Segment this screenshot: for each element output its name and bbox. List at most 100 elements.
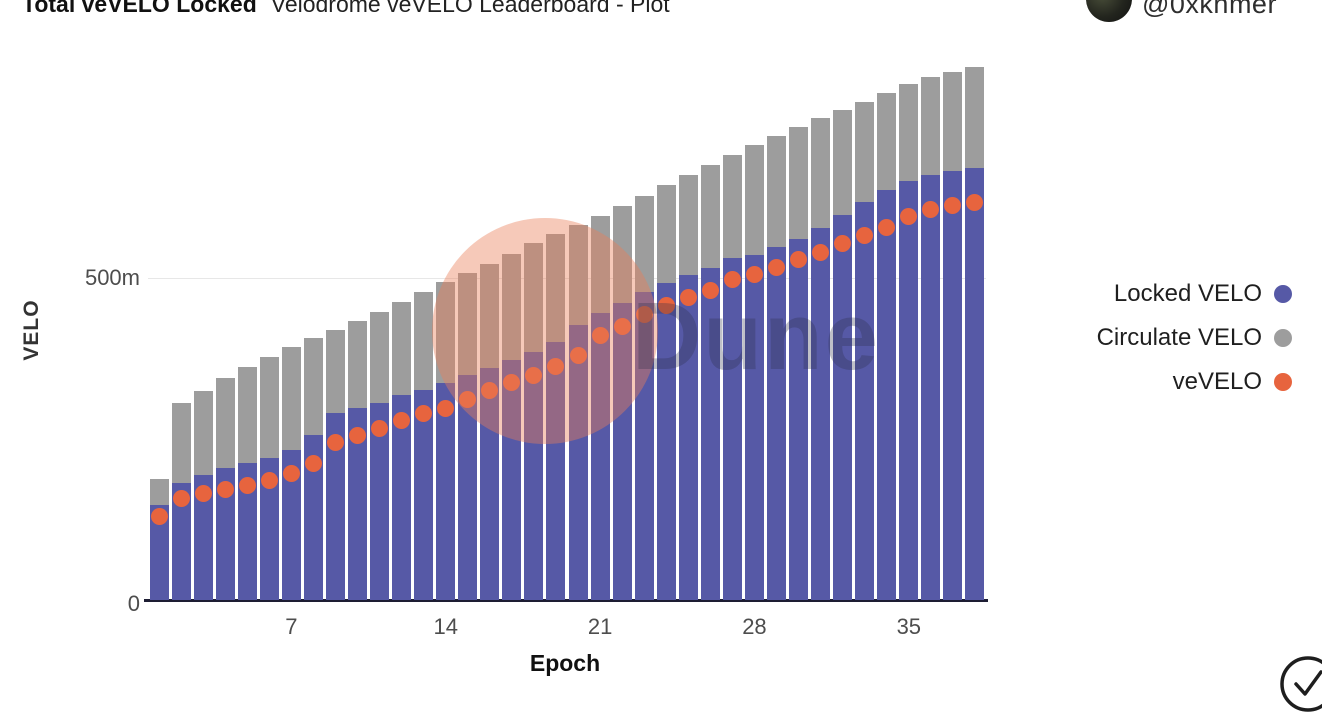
vevelo-dot-epoch-23[interactable]: [635, 306, 653, 324]
vevelo-dot-epoch-9[interactable]: [326, 434, 344, 452]
vevelo-dot-epoch-20[interactable]: [569, 346, 587, 364]
bar-locked-epoch-29[interactable]: [766, 247, 787, 600]
vevelo-dot-epoch-33[interactable]: [856, 227, 874, 244]
legend-item-locked-velo[interactable]: Locked VELO: [1097, 272, 1292, 316]
bar-locked-epoch-16[interactable]: [480, 367, 500, 600]
vevelo-dot-epoch-31[interactable]: [812, 243, 830, 261]
bar-circulate-epoch-9[interactable]: [325, 329, 345, 414]
bar-circulate-epoch-22[interactable]: [612, 205, 632, 304]
bar-circulate-epoch-24[interactable]: [656, 185, 676, 284]
bar-locked-epoch-32[interactable]: [833, 214, 853, 600]
vevelo-dot-epoch-16[interactable]: [481, 381, 499, 399]
vevelo-dot-epoch-2[interactable]: [172, 489, 190, 507]
bar-circulate-epoch-20[interactable]: [568, 225, 588, 326]
bar-locked-epoch-13[interactable]: [414, 390, 434, 600]
vevelo-dot-epoch-27[interactable]: [723, 271, 741, 289]
bar-circulate-epoch-25[interactable]: [678, 174, 698, 275]
bar-circulate-epoch-32[interactable]: [833, 109, 853, 215]
plot-area[interactable]: 0 500m: [85, 0, 988, 616]
vevelo-dot-epoch-8[interactable]: [304, 454, 322, 472]
bar-circulate-epoch-14[interactable]: [436, 281, 456, 383]
vevelo-dot-epoch-7[interactable]: [282, 465, 300, 483]
vevelo-dot-epoch-35[interactable]: [900, 208, 918, 226]
vevelo-dot-epoch-13[interactable]: [415, 404, 433, 422]
vevelo-dot-epoch-5[interactable]: [238, 476, 256, 494]
bar-locked-epoch-17[interactable]: [502, 359, 522, 600]
bar-locked-epoch-28[interactable]: [744, 254, 764, 600]
bar-locked-epoch-19[interactable]: [546, 341, 566, 600]
bar-circulate-epoch-19[interactable]: [546, 234, 566, 342]
bar-circulate-epoch-35[interactable]: [899, 84, 919, 182]
vevelo-dot-epoch-12[interactable]: [393, 412, 411, 430]
bar-circulate-epoch-8[interactable]: [303, 337, 323, 436]
vevelo-dot-epoch-15[interactable]: [459, 390, 477, 408]
bar-locked-epoch-6[interactable]: [259, 457, 279, 600]
bar-locked-epoch-24[interactable]: [656, 283, 676, 600]
bar-circulate-epoch-13[interactable]: [414, 292, 434, 391]
bar-circulate-epoch-38[interactable]: [965, 66, 985, 168]
vevelo-dot-epoch-36[interactable]: [922, 201, 940, 219]
bar-locked-epoch-33[interactable]: [855, 202, 875, 600]
vevelo-dot-epoch-29[interactable]: [768, 259, 785, 277]
bar-locked-epoch-38[interactable]: [965, 167, 985, 600]
bar-circulate-epoch-15[interactable]: [458, 272, 478, 376]
bar-circulate-epoch-36[interactable]: [921, 77, 941, 175]
bar-locked-epoch-5[interactable]: [237, 462, 257, 600]
vevelo-dot-epoch-32[interactable]: [834, 235, 852, 253]
bar-locked-epoch-25[interactable]: [678, 274, 698, 600]
bar-circulate-epoch-33[interactable]: [855, 101, 875, 203]
bar-circulate-epoch-31[interactable]: [811, 118, 831, 228]
bar-circulate-epoch-2[interactable]: [171, 402, 191, 483]
bar-locked-epoch-34[interactable]: [877, 189, 897, 600]
bar-circulate-epoch-28[interactable]: [744, 145, 764, 255]
bar-circulate-epoch-29[interactable]: [766, 136, 787, 248]
vevelo-dot-epoch-30[interactable]: [790, 251, 808, 269]
vevelo-dot-epoch-38[interactable]: [966, 194, 984, 212]
legend-item-vevelo[interactable]: veVELO: [1097, 360, 1292, 404]
vevelo-dot-epoch-28[interactable]: [745, 266, 763, 284]
vevelo-dot-epoch-21[interactable]: [591, 326, 609, 344]
vevelo-dot-epoch-18[interactable]: [525, 366, 543, 384]
bar-circulate-epoch-23[interactable]: [634, 195, 654, 293]
vevelo-dot-epoch-17[interactable]: [503, 373, 521, 391]
vevelo-dot-epoch-24[interactable]: [657, 296, 675, 314]
bar-circulate-epoch-26[interactable]: [700, 165, 720, 268]
bar-circulate-epoch-10[interactable]: [347, 321, 368, 409]
bar-locked-epoch-12[interactable]: [392, 395, 412, 600]
vevelo-dot-epoch-34[interactable]: [878, 218, 896, 236]
vevelo-dot-epoch-19[interactable]: [547, 358, 565, 376]
vevelo-dot-epoch-4[interactable]: [216, 480, 234, 498]
bar-circulate-epoch-21[interactable]: [590, 216, 610, 313]
bar-circulate-epoch-3[interactable]: [193, 390, 213, 476]
bar-circulate-epoch-34[interactable]: [877, 92, 897, 190]
vevelo-dot-epoch-14[interactable]: [437, 399, 455, 417]
bar-circulate-epoch-7[interactable]: [281, 346, 301, 450]
bar-circulate-epoch-4[interactable]: [215, 377, 235, 468]
bar-locked-epoch-4[interactable]: [215, 467, 235, 600]
bar-circulate-epoch-6[interactable]: [259, 356, 279, 458]
vevelo-dot-epoch-10[interactable]: [349, 426, 366, 444]
vevelo-dot-epoch-22[interactable]: [613, 318, 631, 336]
bar-locked-epoch-36[interactable]: [921, 174, 941, 600]
bar-circulate-epoch-27[interactable]: [722, 155, 742, 259]
bar-locked-epoch-1[interactable]: [149, 505, 169, 600]
bar-circulate-epoch-11[interactable]: [370, 312, 390, 403]
bar-locked-epoch-20[interactable]: [568, 325, 588, 600]
bar-circulate-epoch-16[interactable]: [480, 263, 500, 368]
bar-circulate-epoch-12[interactable]: [392, 302, 412, 396]
bar-locked-epoch-10[interactable]: [347, 408, 368, 600]
bar-locked-epoch-11[interactable]: [370, 402, 390, 600]
bar-locked-epoch-27[interactable]: [722, 258, 742, 600]
vevelo-dot-epoch-25[interactable]: [679, 288, 697, 306]
bar-locked-epoch-8[interactable]: [303, 435, 323, 600]
legend-item-circulate-velo[interactable]: Circulate VELO: [1097, 316, 1292, 360]
vevelo-dot-epoch-26[interactable]: [701, 281, 719, 299]
vevelo-dot-epoch-11[interactable]: [371, 420, 389, 438]
avatar[interactable]: [1086, 0, 1132, 22]
bar-locked-epoch-7[interactable]: [281, 449, 301, 600]
bar-locked-epoch-23[interactable]: [634, 292, 654, 600]
bar-locked-epoch-22[interactable]: [612, 303, 632, 600]
bar-locked-epoch-37[interactable]: [943, 171, 963, 600]
bar-circulate-epoch-37[interactable]: [943, 71, 963, 172]
bar-locked-epoch-30[interactable]: [789, 239, 809, 600]
